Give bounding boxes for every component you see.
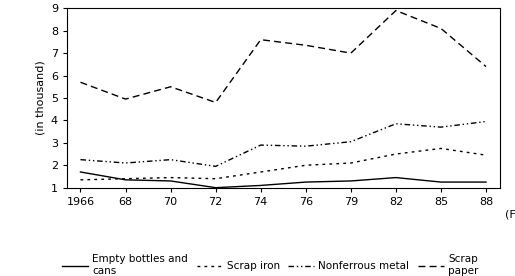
Y-axis label: (in thousand): (in thousand) (35, 61, 45, 135)
Text: (FY): (FY) (505, 210, 515, 220)
Legend: Empty bottles and
cans, Scrap iron, Nonferrous metal, Scrap
paper: Empty bottles and cans, Scrap iron, Nonf… (58, 250, 483, 276)
